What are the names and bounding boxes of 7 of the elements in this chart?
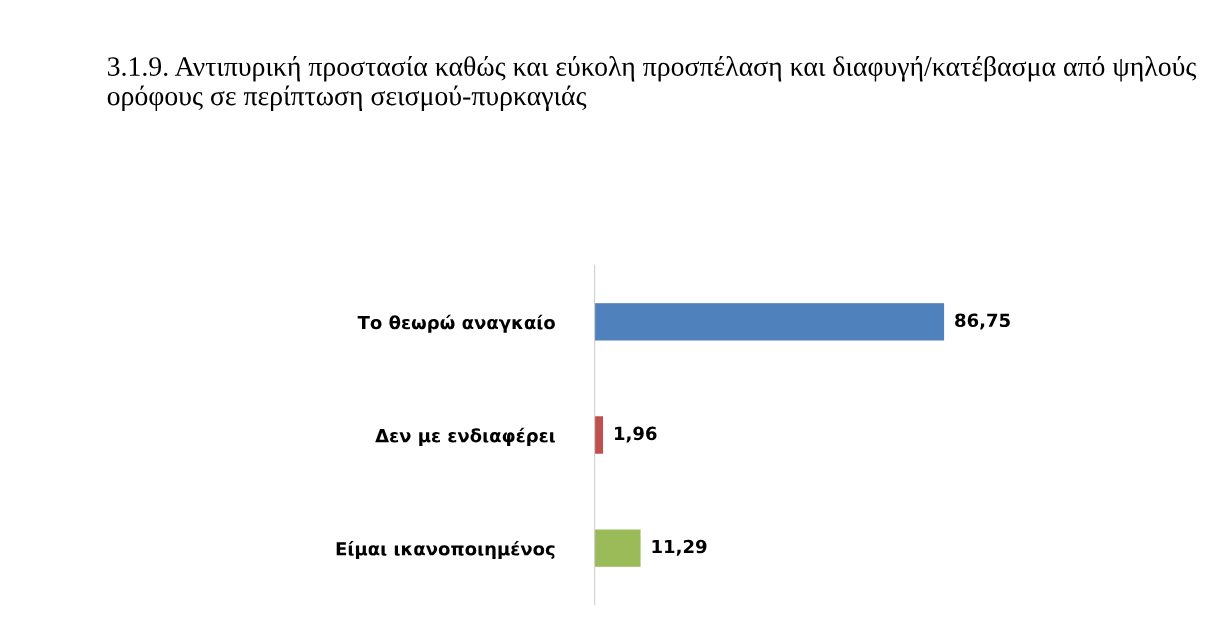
data-label: 11,29 (652, 539, 707, 556)
y-tick-label: Το θεωρώ αναγκαίο (357, 314, 555, 333)
data-label: 86,75 (955, 313, 1010, 330)
data-label: 1,96 (615, 426, 657, 443)
y-tick-label: Δεν με ενδιαφέρει (375, 427, 555, 446)
chart-title: 3.1.9. Αντιπυρική προστασία καθώς και εύκολη προσπέλαση και διαφυγή/κατέβασμα από ψηλούς ορόφους σε περίπτωση σεισμού-πυρκαγιάς (107, 56, 1197, 112)
y-tick-label: Είμαι ικανοποιημένος (336, 540, 555, 560)
